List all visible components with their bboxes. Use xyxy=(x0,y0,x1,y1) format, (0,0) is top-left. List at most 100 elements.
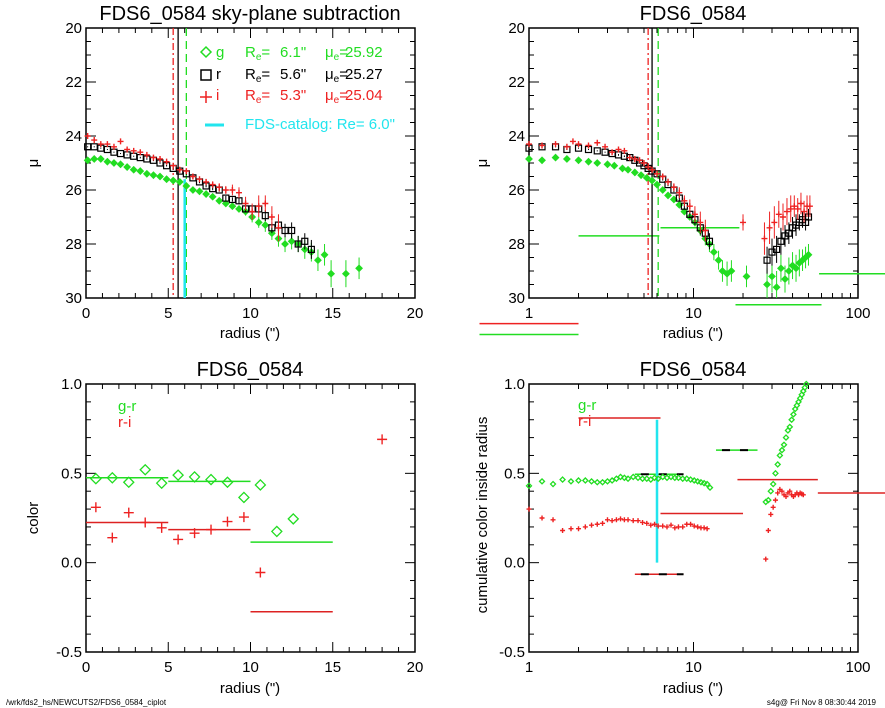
data-point-g xyxy=(136,167,145,176)
data-point-g-r xyxy=(624,475,632,483)
data-point-i xyxy=(235,189,242,196)
legend-mue-label: μe= xyxy=(325,44,348,63)
data-point-r-i xyxy=(763,556,769,562)
y-tick-label: 24 xyxy=(65,128,82,145)
data-point-i xyxy=(552,141,559,148)
data-point-g-r xyxy=(793,402,801,409)
footer-timestamp: s4g@ Fri Nov 8 08:30:44 2019 xyxy=(767,698,877,707)
footer-path: /wrk/fds2_hs/NEWCUTS2/FDS6_0584_ciplot xyxy=(6,698,167,707)
data-point-g-r xyxy=(767,487,775,495)
panel-cumulative-color-log: FDS6_0584 radius (") cumulative color in… xyxy=(474,359,885,697)
data-point-r xyxy=(593,147,601,155)
data-point-g-r xyxy=(221,476,234,489)
data-point-r xyxy=(307,245,315,253)
legend-entry-i: i Re= 5.3" μe= 25.04 xyxy=(200,87,383,106)
data-point-g xyxy=(208,192,217,201)
data-point-g-r xyxy=(629,473,637,481)
data-point-g xyxy=(777,264,785,273)
x-axis-label: radius (") xyxy=(220,680,280,697)
data-point-i xyxy=(569,138,576,145)
data-point-g xyxy=(129,165,138,174)
y-tick-label: 30 xyxy=(508,290,525,307)
data-point-g-r xyxy=(790,410,797,418)
data-point-g-r xyxy=(703,480,711,488)
data-point-r-i xyxy=(695,524,701,530)
data-point-g-r xyxy=(679,475,687,483)
data-point-g xyxy=(162,175,171,184)
data-point-r-i xyxy=(206,524,217,535)
data-point-g-r xyxy=(697,478,705,486)
data-point-g-r xyxy=(238,491,250,504)
y-tick-label: 26 xyxy=(65,182,82,199)
data-point-i xyxy=(654,170,661,177)
y-tick-label: 26 xyxy=(508,182,525,199)
data-point-i xyxy=(222,187,229,193)
legend-re-label: Re= xyxy=(245,66,270,85)
data-point-i xyxy=(117,138,124,145)
legend-band: g xyxy=(216,44,224,61)
panel-title: FDS6_0584 sky-plane subtraction xyxy=(99,3,400,25)
data-point-g xyxy=(175,177,184,186)
data-point-g xyxy=(593,159,602,167)
data-point-i xyxy=(697,219,704,226)
data-point-r-i xyxy=(582,524,588,530)
data-point-i xyxy=(585,142,592,149)
data-point-g xyxy=(83,156,92,165)
legend-mue-value: 25.04 xyxy=(345,87,383,104)
data-point-g xyxy=(772,283,781,292)
x-tick-label: 100 xyxy=(845,659,870,676)
data-point-i xyxy=(676,189,683,196)
data-point-r-i xyxy=(589,522,595,528)
panel-profile-log: FDS6_0584 radius (") μ 1 10 100 20 22 24 26 28 3… xyxy=(474,3,885,342)
data-point-g xyxy=(784,267,793,275)
data-point-i xyxy=(615,146,622,153)
data-point-i xyxy=(602,143,609,150)
data-point-g xyxy=(228,202,237,211)
data-point-r-i xyxy=(609,518,615,524)
x-tick-label: 100 xyxy=(845,305,870,322)
data-point-r-i xyxy=(526,506,532,512)
data-point-r-i xyxy=(107,532,118,543)
x-tick-label: 1 xyxy=(525,659,533,676)
data-point-r-i xyxy=(779,488,785,494)
data-point-i xyxy=(626,154,633,161)
legend-re-value: 6.1" xyxy=(280,44,306,61)
data-point-r-i xyxy=(672,525,678,531)
diamond-marker-icon xyxy=(199,45,213,59)
legend-mue-label: μe= xyxy=(325,66,348,85)
data-point-r xyxy=(804,213,813,221)
data-point-i xyxy=(176,166,183,173)
data-point-g-r xyxy=(172,469,185,482)
legend-ri: r-i xyxy=(578,413,591,430)
data-point-g xyxy=(718,267,727,275)
data-point-r xyxy=(777,237,785,245)
data-point-r-i xyxy=(652,521,658,527)
data-point-g xyxy=(182,182,191,190)
y-axis-label: color xyxy=(25,502,42,535)
data-point-g-r xyxy=(769,480,777,488)
data-point-r-i xyxy=(568,526,574,532)
data-point-g-r xyxy=(784,427,792,434)
data-point-g-r xyxy=(791,405,799,413)
data-point-i xyxy=(740,219,747,226)
data-point-g-r xyxy=(599,478,606,486)
data-point-r-i xyxy=(770,504,776,510)
y-tick-label: 28 xyxy=(508,236,525,253)
data-point-i xyxy=(806,203,813,210)
data-point-g xyxy=(281,240,289,248)
y-axis-label: μ xyxy=(25,159,42,168)
data-point-i xyxy=(659,173,666,180)
data-point-i xyxy=(255,203,262,210)
y-tick-label: 30 xyxy=(65,290,82,307)
data-point-i xyxy=(163,158,170,165)
data-point-g-r xyxy=(780,441,788,449)
x-tick-label: 20 xyxy=(407,305,424,322)
data-point-r-i xyxy=(680,524,686,530)
data-point-i xyxy=(189,173,196,180)
data-point-r-i xyxy=(625,517,631,523)
data-point-r-i xyxy=(140,517,151,528)
data-point-r xyxy=(261,212,269,220)
data-point-r-i xyxy=(600,520,606,526)
data-point-r-i xyxy=(772,497,778,503)
data-point-g xyxy=(714,256,723,265)
